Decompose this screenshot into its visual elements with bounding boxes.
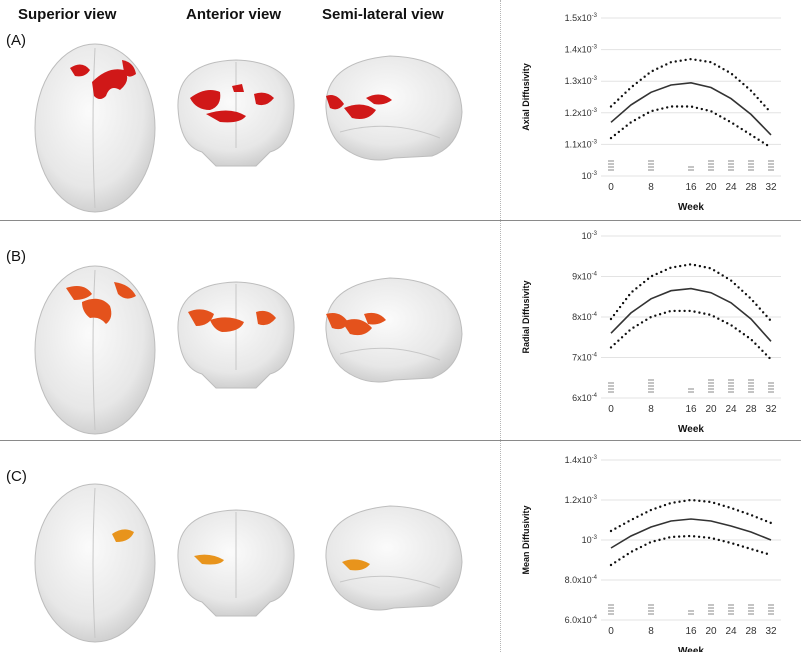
confidence-band-line (609, 57, 773, 115)
y-tick-exponent: -4 (592, 272, 598, 278)
y-tick-label: 10-3 (582, 231, 598, 241)
x-tick-label: 28 (745, 626, 757, 637)
y-tick-exponent: -3 (592, 13, 598, 19)
brain-superior-view (34, 43, 156, 213)
x-tick-label: 8 (648, 626, 654, 637)
activation-blob (112, 529, 134, 542)
fit-line (610, 81, 772, 136)
panel-label-b: (B) (6, 248, 26, 265)
header-semilateral-view: Semi-lateral view (322, 6, 444, 23)
x-tick-label: 20 (705, 626, 717, 637)
header-anterior-view: Anterior view (186, 6, 282, 23)
y-tick-exponent: -3 (592, 76, 598, 82)
x-tick-label: 32 (765, 404, 777, 415)
row-divider (0, 440, 801, 441)
confidence-band-line (609, 309, 773, 361)
x-axis-title: Week (678, 424, 704, 435)
x-tick-label: 20 (705, 182, 717, 193)
brain-anterior-view (177, 59, 295, 167)
y-tick-label: 1.4x10-3 (565, 45, 598, 55)
x-tick-label: 32 (765, 626, 777, 637)
fit-line (610, 287, 772, 342)
x-tick-label: 16 (685, 182, 697, 193)
confidence-band-line (609, 263, 773, 323)
y-axis-title: Radial Diffusivity (521, 280, 531, 353)
y-tick-label: 7x10-4 (572, 353, 598, 363)
x-tick-label: 28 (745, 182, 757, 193)
activation-blob (194, 554, 224, 565)
x-tick-label: 16 (685, 626, 697, 637)
activation-blob (342, 559, 370, 571)
y-tick-exponent: -3 (592, 231, 598, 237)
x-axis-title: Week (678, 646, 704, 652)
x-tick-label: 24 (725, 182, 737, 193)
radial-diffusivity-chart: 6x10-4 7x10-4 8x10-4 9x10-4 10-3 0 8 16 20 24 28 32… (521, 231, 781, 435)
y-tick-label: 1.2x10-3 (565, 108, 598, 118)
y-tick-label: 1.3x10-3 (565, 76, 598, 86)
x-tick-label: 0 (608, 404, 614, 415)
y-axis-title: Axial Diffusivity (521, 63, 531, 131)
y-tick-exponent: -3 (592, 535, 598, 541)
column-divider (500, 0, 501, 652)
y-tick-exponent: -4 (592, 575, 598, 581)
x-tick-label: 0 (608, 626, 614, 637)
brain-semilateral-view (325, 277, 463, 383)
activation-blob (188, 309, 276, 332)
y-tick-label: 1.4x10-3 (565, 455, 598, 465)
y-tick-exponent: -3 (592, 495, 598, 501)
x-tick-label: 0 (608, 182, 614, 193)
y-tick-label: 6.0x10-4 (565, 615, 598, 625)
x-tick-label: 20 (705, 404, 717, 415)
y-tick-exponent: -4 (592, 615, 598, 621)
x-tick-label: 24 (725, 626, 737, 637)
x-tick-label: 32 (765, 182, 777, 193)
y-tick-exponent: -4 (592, 312, 598, 318)
x-tick-label: 8 (648, 182, 654, 193)
y-tick-label: 8x10-4 (572, 312, 598, 322)
axial-diffusivity-chart: 10-3 1.1x10-3 1.2x10-3 1.3x10-3 1.4x10-3 1.5x… (521, 13, 781, 213)
panel-label-c: (C) (6, 468, 27, 485)
brain-superior-view (34, 483, 156, 643)
brain-anterior-view (177, 281, 295, 389)
x-tick-label: 8 (648, 404, 654, 415)
brain-semilateral-view (325, 55, 463, 161)
y-tick-label: 9x10-4 (572, 272, 598, 282)
y-tick-label: 8.0x10-4 (565, 575, 598, 585)
confidence-band-line (609, 105, 773, 149)
y-tick-label: 1.1x10-3 (565, 139, 598, 149)
activation-blob (326, 94, 392, 119)
panel-label-a: (A) (6, 32, 26, 49)
y-tick-exponent: -3 (592, 171, 598, 177)
activation-blob (70, 60, 136, 99)
header-superior-view: Superior view (18, 6, 117, 23)
y-tick-exponent: -3 (592, 45, 598, 51)
y-axis-title: Mean Diffusivity (521, 505, 531, 574)
row-divider (0, 220, 801, 221)
activation-blob (190, 84, 274, 123)
y-tick-label: 6x10-4 (572, 393, 598, 403)
y-tick-label: 1.2x10-3 (565, 495, 598, 505)
x-axis-title: Week (678, 202, 704, 213)
x-tick-label: 28 (745, 404, 757, 415)
mean-diffusivity-chart: 6.0x10-4 8.0x10-4 10-3 1.2x10-3 1.4x10-3 0 8 16… (521, 455, 781, 652)
y-tick-label: 10-3 (582, 535, 598, 545)
fit-line (610, 518, 772, 549)
x-tick-label: 24 (725, 404, 737, 415)
brain-anterior-view (177, 509, 295, 617)
confidence-band-line (609, 498, 773, 533)
y-tick-label: 10-3 (582, 171, 598, 181)
x-tick-label: 16 (685, 404, 697, 415)
y-tick-exponent: -3 (592, 108, 598, 114)
y-tick-exponent: -3 (592, 455, 598, 461)
y-tick-label: 1.5x10-3 (565, 13, 598, 23)
activation-blob (66, 282, 136, 324)
activation-blob (326, 312, 386, 336)
brain-semilateral-view (325, 505, 463, 611)
y-tick-exponent: -4 (592, 393, 598, 399)
y-tick-exponent: -4 (592, 353, 598, 359)
brain-superior-view (34, 265, 156, 435)
y-tick-exponent: -3 (592, 139, 598, 145)
